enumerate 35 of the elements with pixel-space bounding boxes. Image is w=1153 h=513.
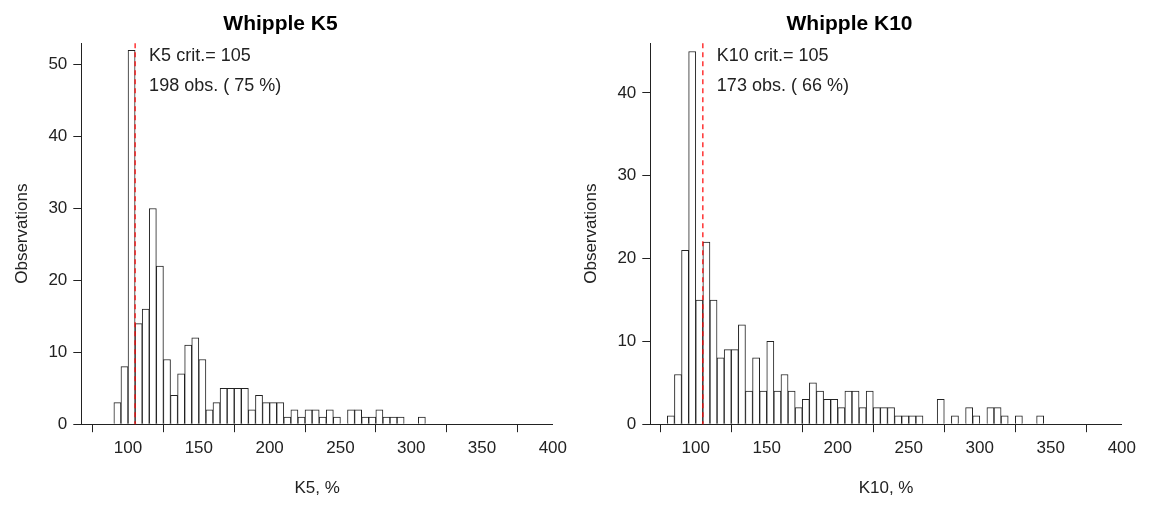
x-tick-label: 250 bbox=[894, 438, 923, 458]
y-axis-title: Observations bbox=[11, 183, 31, 284]
chart-title: Whipple K10 bbox=[786, 11, 913, 35]
x-tick-label: 300 bbox=[965, 438, 994, 458]
annotation: K10 crit.= 105 bbox=[716, 45, 829, 66]
y-tick-label: 10 bbox=[48, 342, 68, 361]
annotation: K5 crit.= 105 bbox=[149, 45, 251, 66]
x-axis-title: K10, % bbox=[858, 478, 914, 498]
annotation: 173 obs. ( 66 %) bbox=[716, 75, 849, 96]
x-tick-label: 100 bbox=[113, 438, 143, 458]
y-tick-label: 40 bbox=[48, 126, 68, 146]
x-tick-label: 350 bbox=[1036, 438, 1065, 458]
annotation: 198 obs. ( 75 %) bbox=[149, 75, 282, 96]
x-tick-label: 250 bbox=[326, 438, 355, 458]
y-tick-label: 30 bbox=[48, 198, 68, 218]
x-tick-label: 150 bbox=[752, 438, 781, 458]
y-tick-label: 10 bbox=[617, 331, 637, 351]
y-tick-label: 20 bbox=[48, 270, 68, 290]
x-tick-label: 400 bbox=[1107, 438, 1137, 458]
x-tick-label: 350 bbox=[467, 438, 497, 458]
y-tick-label: 20 bbox=[617, 248, 637, 268]
x-tick-label: 200 bbox=[255, 438, 284, 458]
y-tick-label: 0 bbox=[626, 413, 637, 433]
y-tick-label: 30 bbox=[617, 165, 637, 185]
y-tick-label: 0 bbox=[57, 413, 68, 433]
y-tick-label: 50 bbox=[48, 54, 68, 74]
x-axis-title: K5, % bbox=[294, 478, 340, 498]
y-axis-title: Observations bbox=[580, 183, 600, 284]
x-tick-label: 100 bbox=[681, 438, 710, 458]
x-tick-label: 150 bbox=[184, 438, 214, 458]
x-tick-label: 300 bbox=[397, 438, 426, 458]
x-tick-label: 400 bbox=[538, 438, 568, 458]
y-tick-label: 40 bbox=[617, 82, 637, 102]
x-tick-label: 200 bbox=[823, 438, 852, 458]
chart-title: Whipple K5 bbox=[223, 11, 338, 35]
